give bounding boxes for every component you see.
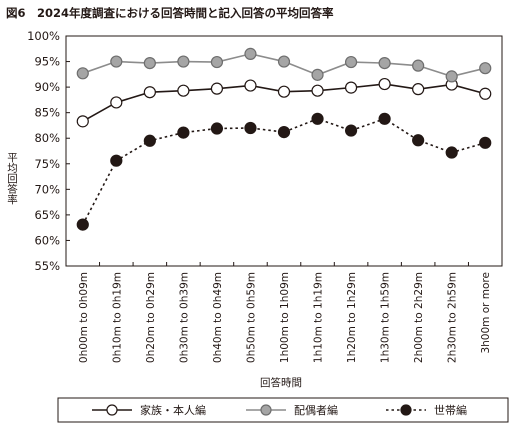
x-tick-label: 1h00m to 1h09m [279,272,291,363]
data-point [76,218,89,231]
x-tick-label: 0h20m to 0h29m [145,272,157,363]
data-point [277,125,291,139]
x-tick-labels: 0h00m to 0h09m 0h10m to 0h19m 0h20m to 0h2… [78,272,492,363]
data-point [479,136,492,149]
data-point [244,121,257,135]
x-tick-label: 1h30m to 1h59m [380,272,392,363]
chart-title: 図6 2024年度調査における回答時間と記入回答の平均回答率 [6,6,334,20]
legend-label: 配偶者編 [294,403,338,417]
series-group [76,47,492,231]
data-point [344,124,358,137]
plot-frame [65,35,503,267]
data-point [311,84,324,97]
data-point [177,55,190,68]
data-point [378,112,391,125]
data-point [445,70,458,83]
y-tick-label: 70% [34,182,60,196]
data-point [177,126,190,139]
data-point [311,68,324,81]
data-point [277,55,291,68]
x-tick-label: 2h30m to 2h59m [447,272,459,363]
data-point [479,87,492,100]
data-point [244,47,257,60]
x-tick-label: 0h30m to 0h39m [178,272,190,363]
legend-label: 家族・本人編 [140,403,206,417]
data-point [311,112,324,125]
data-point [143,56,156,70]
data-point [412,83,425,96]
x-tick-label: 3h00m or more [480,272,492,354]
x-tick-label: 2h00m to 2h29m [413,272,425,363]
y-tick-label: 55% [34,259,60,273]
legend-item-2: 世帯編 [386,403,467,417]
data-point [143,134,156,147]
data-point [378,56,391,70]
data-point [210,82,224,95]
y-tick-label: 60% [34,233,60,247]
y-tick-labels: 55% 60% 65% 70% 75% 80% 85% 90% 95% 100% [27,29,60,273]
data-point [412,59,425,72]
data-point [412,134,425,147]
x-tick-label: 0h00m to 0h09m [78,272,90,363]
y-axis-label: 平均回答率 [6,152,18,205]
x-tick-label: 0h40m to 0h49m [212,272,224,363]
x-axis-label: 回答時間 [260,376,302,389]
legend-marker [106,404,118,416]
data-point [210,122,224,135]
legend-marker [260,404,272,416]
x-tick-label: 0h50m to 0h59m [245,272,257,363]
data-point [479,62,492,75]
data-point [210,55,224,69]
legend: 家族・本人編 配偶者編 世帯編 [57,397,509,423]
data-point [177,84,190,97]
y-tick-label: 100% [27,29,60,43]
data-point [143,86,156,99]
y-tick-label: 85% [34,106,60,120]
legend-label: 世帯編 [434,403,467,417]
data-point [76,115,89,128]
data-point [76,67,89,80]
data-point [110,154,123,167]
data-point [244,79,257,92]
axes [65,35,503,267]
data-point [445,146,458,159]
legend-item-0: 家族・本人編 [92,403,206,417]
x-tick-label: 1h10m to 1h19m [313,272,325,363]
y-tick-label: 80% [34,131,60,145]
series-2 [76,112,492,231]
y-tick-label: 75% [34,157,60,171]
y-tick-label: 65% [34,208,60,222]
series-0 [76,77,492,128]
data-point [344,81,358,94]
legend-marker [400,404,412,416]
data-point [110,55,123,68]
data-point [344,55,358,69]
data-point [277,85,291,98]
y-tick-label: 90% [34,80,60,94]
legend-item-1: 配偶者編 [246,403,338,417]
y-tick-label: 95% [34,55,60,69]
data-point [110,96,123,109]
series-1 [76,47,492,83]
x-tick-label: 0h10m to 0h19m [111,272,123,363]
x-tick-label: 1h20m to 1h29m [346,272,358,363]
data-point [378,77,391,91]
